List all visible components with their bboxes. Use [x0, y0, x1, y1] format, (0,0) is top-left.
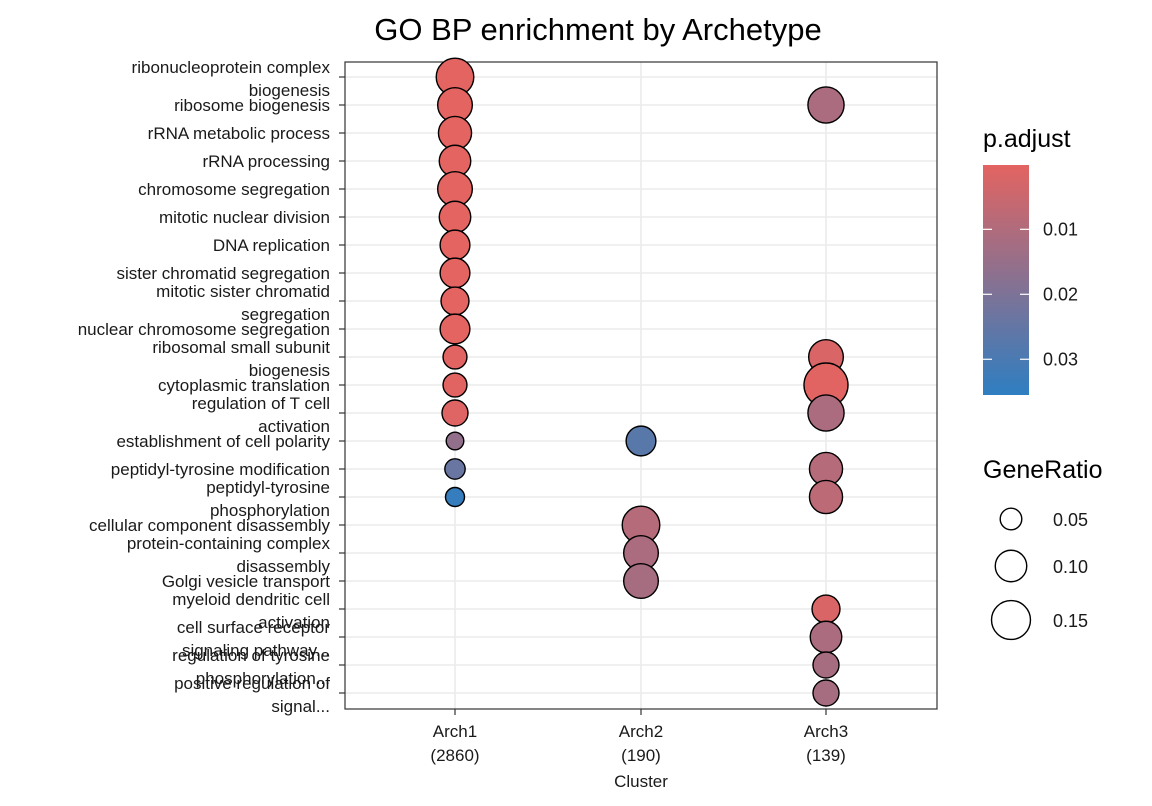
size-legend-label: 0.05: [1053, 510, 1088, 530]
color-bar: [983, 165, 1029, 395]
y-tick-label: peptidyl-tyrosine phosphorylation: [206, 478, 330, 520]
data-point: [625, 425, 657, 457]
data-point: [812, 651, 840, 679]
data-point: [811, 594, 841, 624]
color-legend-label: 0.01: [1043, 219, 1078, 239]
x-axis-title: Cluster: [614, 772, 668, 791]
y-tick-label-line: signaling pathway...: [182, 641, 330, 660]
y-tick-label: chromosome segregation: [138, 180, 330, 199]
chart-title: GO BP enrichment by Archetype: [374, 12, 821, 47]
y-tick-label: Golgi vesicle transport: [162, 572, 330, 591]
points-layer: [435, 57, 849, 707]
x-tick-label: Arch3: [804, 722, 848, 741]
y-tick-label: cell surface receptor signaling pathway..…: [177, 618, 330, 660]
size-legend-label: 0.10: [1053, 557, 1088, 577]
x-tick-count: (190): [621, 746, 661, 765]
color-legend: p.adjust 0.01 0.02 0.03: [983, 125, 1078, 395]
x-tick-labels: Arch1 (2860) Arch2 (190) Arch3 (139): [430, 722, 848, 765]
data-point: [812, 679, 840, 707]
y-tick-label-line: disassembly: [236, 557, 330, 576]
y-tick-label: ribonucleoprotein complex biogenesis: [132, 58, 331, 100]
y-tick-labels: ribonucleoprotein complex biogenesisribos…: [78, 58, 331, 716]
data-point: [807, 394, 845, 432]
data-point: [442, 344, 468, 370]
size-legend-circle: [999, 507, 1023, 531]
data-point: [442, 372, 468, 398]
color-legend-ticks: 0.01 0.02 0.03: [983, 219, 1078, 369]
y-tick-label: positive regulation of signal...: [174, 674, 330, 716]
x-tick-label: Arch2: [619, 722, 663, 741]
size-legend-circle: [990, 599, 1032, 641]
x-tick-count: (2860): [430, 746, 479, 765]
y-tick-label: establishment of cell polarity: [116, 432, 330, 451]
y-tick-label: myeloid dendritic cell activation: [172, 590, 330, 632]
y-tick-label-line: positive regulation of: [174, 674, 330, 693]
y-tick-label-line: signal...: [271, 697, 330, 716]
tick-layer: [339, 76, 827, 715]
y-tick-label: ribosomal small subunit biogenesis: [152, 338, 330, 380]
y-tick-label: ribosome biogenesis: [174, 96, 330, 115]
y-tick-label-line: myeloid dendritic cell: [172, 590, 330, 609]
y-tick-label: regulation of T cell activation: [192, 394, 330, 436]
size-legend: GeneRatio 0.05 0.10 0.15: [983, 456, 1103, 641]
y-tick-label: nuclear chromosome segregation: [78, 320, 330, 339]
data-point: [622, 562, 660, 600]
y-tick-label: mitotic nuclear division: [159, 208, 330, 227]
y-tick-label-line: peptidyl-tyrosine: [206, 478, 330, 497]
y-tick-label-line: ribosomal small subunit: [152, 338, 330, 357]
y-tick-label-line: activation: [258, 417, 330, 436]
y-tick-label-line: ribonucleoprotein complex: [132, 58, 331, 77]
data-point: [439, 257, 471, 289]
size-legend-title: GeneRatio: [983, 456, 1103, 484]
size-legend-label: 0.15: [1053, 611, 1088, 631]
x-tick-count: (139): [806, 746, 846, 765]
y-tick-label-line: phosphorylation...: [196, 669, 330, 688]
data-point: [445, 431, 465, 451]
data-point: [809, 620, 843, 654]
y-tick-label-line: regulation of tyrosine: [172, 646, 330, 665]
data-point: [808, 479, 844, 515]
y-tick-label: rRNA metabolic process: [148, 124, 330, 143]
y-tick-label: sister chromatid segregation: [116, 264, 330, 283]
x-tick-label: Arch1: [433, 722, 477, 741]
data-point: [439, 313, 471, 345]
y-tick-label: regulation of tyrosine phosphorylation...: [172, 646, 330, 688]
color-legend-title: p.adjust: [983, 125, 1071, 153]
data-point: [439, 229, 471, 261]
color-legend-label: 0.02: [1043, 284, 1078, 304]
y-tick-label-line: regulation of T cell: [192, 394, 330, 413]
y-tick-label-line: protein-containing complex: [127, 534, 331, 553]
y-tick-label: cellular component disassembly: [89, 516, 330, 535]
data-point: [444, 486, 466, 508]
size-legend-circle: [994, 549, 1028, 583]
y-tick-label-line: activation: [258, 613, 330, 632]
color-legend-label: 0.03: [1043, 349, 1078, 369]
y-tick-label: DNA replication: [213, 236, 330, 255]
y-tick-label-line: mitotic sister chromatid: [156, 282, 330, 301]
y-tick-label: cytoplasmic translation: [158, 376, 330, 395]
data-point: [807, 86, 845, 124]
y-tick-label-line: cell surface receptor: [177, 618, 330, 637]
data-point: [438, 200, 472, 234]
y-tick-label: mitotic sister chromatid segregation: [156, 282, 330, 324]
data-point: [441, 399, 469, 427]
size-legend-items: 0.05 0.10 0.15: [990, 507, 1088, 641]
y-tick-label: protein-containing complex disassembly: [127, 534, 331, 576]
y-tick-label: peptidyl-tyrosine modification: [111, 460, 330, 479]
y-tick-label: rRNA processing: [202, 152, 330, 171]
y-tick-label-line: phosphorylation: [210, 501, 330, 520]
y-tick-label-line: segregation: [241, 305, 330, 324]
y-tick-label-line: biogenesis: [249, 361, 330, 380]
data-point: [444, 458, 466, 480]
data-point: [440, 286, 470, 316]
y-tick-label-line: biogenesis: [249, 81, 330, 100]
